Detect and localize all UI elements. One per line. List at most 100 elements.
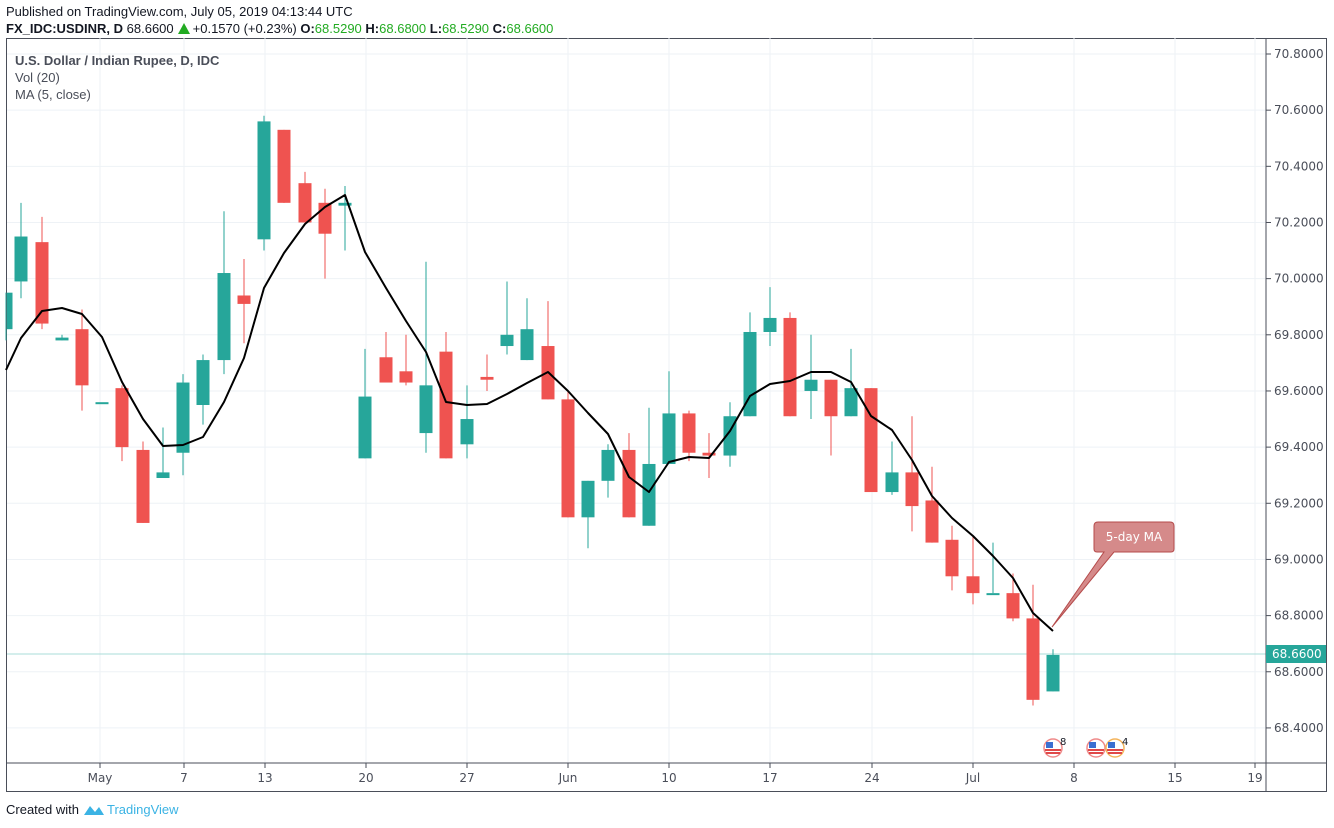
- candle: [196, 354, 210, 425]
- us-flag-icon[interactable]: [1086, 738, 1106, 758]
- price-tick-label: 69.0000: [1274, 552, 1324, 566]
- candle: [925, 466, 939, 543]
- candles: [5, 115, 1060, 706]
- price-tick-label: 68.8000: [1274, 609, 1324, 623]
- time-tick-label: 8: [1070, 771, 1078, 785]
- candle: [1046, 649, 1060, 692]
- candle: [55, 334, 69, 341]
- candle: [257, 115, 271, 251]
- candle: [460, 385, 474, 459]
- price-tick-label: 70.2000: [1274, 215, 1324, 229]
- price-tick-label: 70.8000: [1274, 47, 1324, 61]
- last-price: 68.6600: [126, 21, 174, 36]
- candle: [702, 433, 716, 479]
- symbol-label: FX_IDC:USDINR, D: [6, 21, 124, 36]
- moving-average-line: [5, 194, 1054, 632]
- candle: [439, 331, 453, 459]
- time-tick-label: 7: [180, 771, 188, 785]
- grid-lines: [7, 38, 1266, 763]
- candle: [601, 444, 615, 498]
- up-arrow-icon: [177, 23, 190, 34]
- legend-volume[interactable]: Vol (20): [15, 70, 60, 85]
- us-flag-icon[interactable]: 4: [1105, 737, 1128, 758]
- time-tick-label: 10: [661, 771, 676, 785]
- time-tick-label: May: [88, 771, 113, 785]
- time-axis[interactable]: May 7 13 20 27 Jun 10 17 24 Jul 8 15 19: [88, 763, 1263, 785]
- price-tick-label: 70.4000: [1274, 159, 1324, 173]
- candle: [541, 301, 555, 400]
- candle: [905, 416, 919, 532]
- candle: [864, 388, 878, 493]
- legend-ma[interactable]: MA (5, close): [15, 87, 91, 102]
- time-tick-label: 27: [459, 771, 474, 785]
- candle: [419, 261, 433, 453]
- candle: [682, 410, 696, 462]
- price-tick-label: 69.2000: [1274, 496, 1324, 510]
- candle: [561, 390, 575, 518]
- tradingview-link[interactable]: TradingView: [106, 802, 179, 817]
- ma-callout[interactable]: 5-day MA: [1051, 521, 1175, 628]
- svg-text:68.6600: 68.6600: [1272, 647, 1322, 661]
- candle: [379, 331, 393, 383]
- candle: [95, 402, 109, 405]
- candle: [662, 371, 676, 464]
- time-tick-label: 17: [762, 771, 777, 785]
- candle: [804, 334, 818, 420]
- candle: [399, 334, 413, 386]
- tradingview-logo-icon: [83, 806, 104, 815]
- price-tick-label: 68.6000: [1274, 665, 1324, 679]
- candle: [763, 287, 777, 347]
- candle: [945, 525, 959, 591]
- economic-events[interactable]: 8 4: [1043, 737, 1128, 758]
- last-price-badge: 68.6600: [1266, 645, 1326, 663]
- legend-title: U.S. Dollar / Indian Rupee, D, IDC: [15, 53, 220, 68]
- published-note: Published on TradingView.com, July 05, 2…: [6, 4, 353, 19]
- time-tick-label: 13: [257, 771, 272, 785]
- time-tick-label: 20: [358, 771, 373, 785]
- price-tick-label: 69.4000: [1274, 440, 1324, 454]
- candle: [358, 348, 372, 459]
- candle: [156, 427, 170, 479]
- candle: [480, 354, 494, 391]
- price-tick-label: 69.6000: [1274, 384, 1324, 398]
- svg-text:4: 4: [1122, 737, 1128, 748]
- price-tick-label: 69.8000: [1274, 328, 1324, 342]
- candle: [743, 312, 757, 417]
- candle: [277, 129, 291, 203]
- candle: [824, 379, 838, 456]
- time-tick-label: 24: [864, 771, 879, 785]
- time-tick-label: Jun: [558, 771, 578, 785]
- chart-legend: U.S. Dollar / Indian Rupee, D, IDC Vol (…: [15, 52, 219, 103]
- created-with-label: Created with: [6, 802, 79, 817]
- time-tick-label: 19: [1247, 771, 1262, 785]
- candle: [5, 292, 13, 341]
- candle: [966, 536, 980, 605]
- symbol-quote-line: FX_IDC:USDINR, D 68.6600 +0.1570 (+0.23%)…: [6, 21, 553, 36]
- svg-text:8: 8: [1060, 737, 1066, 748]
- open-label: O:: [300, 21, 315, 36]
- high-label: H:: [365, 21, 380, 36]
- candle: [1026, 584, 1040, 706]
- callout-text: 5-day MA: [1106, 530, 1163, 544]
- candle: [500, 281, 514, 355]
- candle: [986, 542, 1000, 596]
- low-value: 68.5290: [442, 21, 490, 36]
- candle: [176, 374, 190, 476]
- candle: [1006, 573, 1020, 622]
- price-axis[interactable]: 70.8000 70.6000 70.4000 70.2000 70.0000 69.80…: [1266, 47, 1324, 735]
- footer: Created with TradingView: [6, 802, 179, 817]
- candle: [217, 211, 231, 375]
- candle: [298, 171, 312, 223]
- candle: [115, 385, 129, 462]
- price-change: +0.1570 (+0.23%): [192, 21, 297, 36]
- close-value: 68.6600: [506, 21, 554, 36]
- high-value: 68.6800: [379, 21, 427, 36]
- price-tick-label: 70.0000: [1274, 272, 1324, 286]
- candle: [642, 407, 656, 526]
- candle: [75, 309, 89, 411]
- candle: [318, 188, 332, 279]
- candle: [14, 202, 28, 299]
- time-tick-label: 15: [1167, 771, 1182, 785]
- us-flag-icon[interactable]: 8: [1043, 737, 1066, 758]
